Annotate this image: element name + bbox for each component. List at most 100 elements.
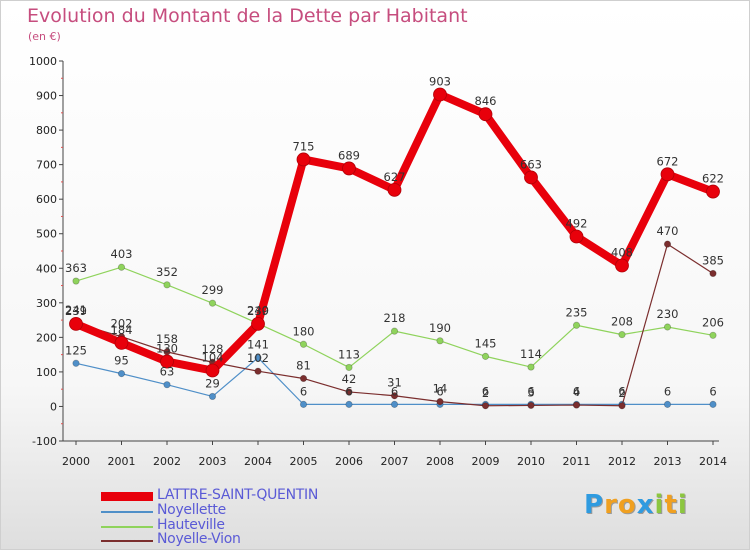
data-point xyxy=(345,363,353,372)
data-label: 6 xyxy=(618,384,625,398)
data-point xyxy=(618,402,626,410)
data-label: 408 xyxy=(611,246,633,260)
data-label: 6 xyxy=(482,384,489,398)
logo-letter: i xyxy=(677,490,688,520)
x-tick-label: 2008 xyxy=(426,455,454,468)
data-point xyxy=(342,161,356,176)
proxiti-logo: Proxiti xyxy=(584,490,688,520)
x-tick-label: 2014 xyxy=(699,455,727,468)
y-tick-label: 800 xyxy=(36,124,57,137)
data-point xyxy=(299,374,308,383)
data-label: 130 xyxy=(156,342,178,356)
data-label: 385 xyxy=(702,253,724,267)
data-label: 6 xyxy=(436,384,443,398)
data-point xyxy=(709,331,717,339)
data-label: 158 xyxy=(156,332,178,346)
x-tick-label: 2013 xyxy=(654,455,682,468)
data-label: 6 xyxy=(527,384,534,398)
data-point xyxy=(481,352,490,360)
data-label: 6 xyxy=(709,384,716,398)
data-point xyxy=(163,381,171,389)
data-point xyxy=(572,321,581,329)
x-tick-label: 2009 xyxy=(472,455,500,468)
data-point xyxy=(163,281,171,289)
y-tick-label: 600 xyxy=(36,193,57,206)
data-point xyxy=(208,299,217,307)
x-tick-label: 2002 xyxy=(153,455,181,468)
data-label: 241 xyxy=(65,303,87,317)
legend-swatch-noyellette xyxy=(101,511,153,513)
data-label: 230 xyxy=(657,307,679,321)
data-point xyxy=(254,354,262,362)
data-label: 180 xyxy=(293,324,315,338)
data-point xyxy=(72,359,80,367)
data-label: 184 xyxy=(111,323,133,337)
data-label: 2 xyxy=(482,386,489,400)
data-point xyxy=(481,402,490,410)
data-point xyxy=(663,323,672,331)
y-tick-label: 500 xyxy=(36,228,57,241)
x-tick-label: 2005 xyxy=(290,455,318,468)
data-label: 206 xyxy=(702,315,724,329)
data-point xyxy=(251,316,265,331)
data-point xyxy=(569,229,584,244)
data-label: 218 xyxy=(384,311,406,325)
data-label: 6 xyxy=(664,384,671,398)
data-label: 128 xyxy=(202,342,224,356)
data-point xyxy=(299,340,308,348)
data-label: 235 xyxy=(566,305,588,319)
data-point xyxy=(527,401,535,410)
data-label: 6 xyxy=(573,384,580,398)
y-tick-label: 300 xyxy=(36,297,57,310)
logo-letter: i xyxy=(654,490,665,520)
y-tick-label: 0 xyxy=(50,400,57,413)
data-label: 239 xyxy=(65,304,87,318)
y-tick-label: 400 xyxy=(36,262,57,275)
legend-label-hauteville: Hauteville xyxy=(157,517,225,533)
data-point xyxy=(345,388,353,396)
legend-label-noyelle-vion: Noyelle-Vion xyxy=(157,531,241,547)
data-label: 470 xyxy=(657,224,679,238)
data-point xyxy=(254,367,262,375)
data-label: 492 xyxy=(566,216,588,230)
data-label: 689 xyxy=(338,148,360,162)
data-point xyxy=(615,258,629,273)
y-tick-label: 1000 xyxy=(29,55,57,68)
data-label: 672 xyxy=(657,154,679,168)
data-label: 352 xyxy=(156,265,178,279)
data-label: 3 xyxy=(527,385,534,399)
logo-letter: t xyxy=(664,490,678,520)
data-label: 208 xyxy=(611,315,633,329)
data-label: 403 xyxy=(111,247,133,261)
data-point xyxy=(572,401,581,409)
legend-swatch-noyelle-vion xyxy=(101,540,153,542)
data-point xyxy=(390,400,399,408)
data-point xyxy=(72,277,80,285)
data-label: 145 xyxy=(475,336,497,350)
logo-letter: o xyxy=(617,490,637,520)
data-label: 715 xyxy=(293,139,315,153)
data-label: 29 xyxy=(205,376,220,390)
data-label: 663 xyxy=(520,157,542,171)
data-label: 95 xyxy=(114,354,129,368)
data-point xyxy=(709,269,717,278)
data-point xyxy=(706,184,720,199)
x-tick-label: 2004 xyxy=(244,455,272,468)
x-tick-label: 2011 xyxy=(563,455,591,468)
data-point xyxy=(618,330,626,339)
data-point xyxy=(663,400,672,408)
data-point xyxy=(387,182,402,197)
data-label: 63 xyxy=(160,365,175,379)
legend-swatch-hauteville xyxy=(101,526,153,528)
logo-letter: x xyxy=(636,490,655,520)
data-label: 2 xyxy=(618,386,625,400)
data-point xyxy=(709,400,717,408)
logo-letter: P xyxy=(584,490,605,520)
data-label: 4 xyxy=(573,385,580,399)
data-point xyxy=(436,398,444,406)
x-tick-label: 2012 xyxy=(608,455,636,468)
data-point xyxy=(433,87,447,102)
data-label: 14 xyxy=(433,382,448,396)
x-tick-label: 2001 xyxy=(108,455,136,468)
data-label: 102 xyxy=(247,351,269,365)
